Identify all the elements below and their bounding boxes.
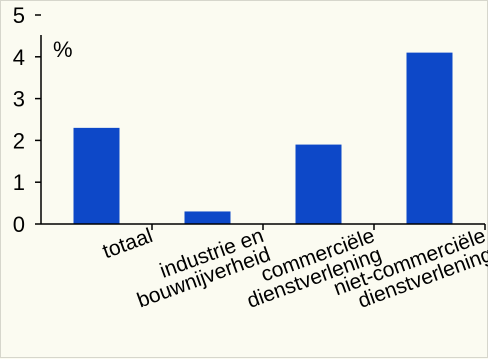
y-tick-label: 3 [13,87,25,112]
y-tick-label: 1 [13,170,25,195]
x-tick-label-line: totaal [100,224,156,263]
y-tick-label: 4 [13,45,25,70]
x-tick-label: totaal [100,224,156,263]
x-axis [41,223,486,230]
bars [73,52,453,225]
bar [406,52,453,225]
y-unit-label: % [53,37,73,62]
y-tick-label: 2 [13,128,25,153]
bar [184,211,231,224]
y-tick-label: 5 [13,3,25,28]
y-axis: 0 1 2 3 4 5 [13,3,42,237]
x-tick-labels: totaal industrie enbouwnijverheidcommerci… [100,224,488,313]
bar [295,144,342,224]
y-tick-label: 0 [13,212,25,237]
bar [73,127,120,224]
